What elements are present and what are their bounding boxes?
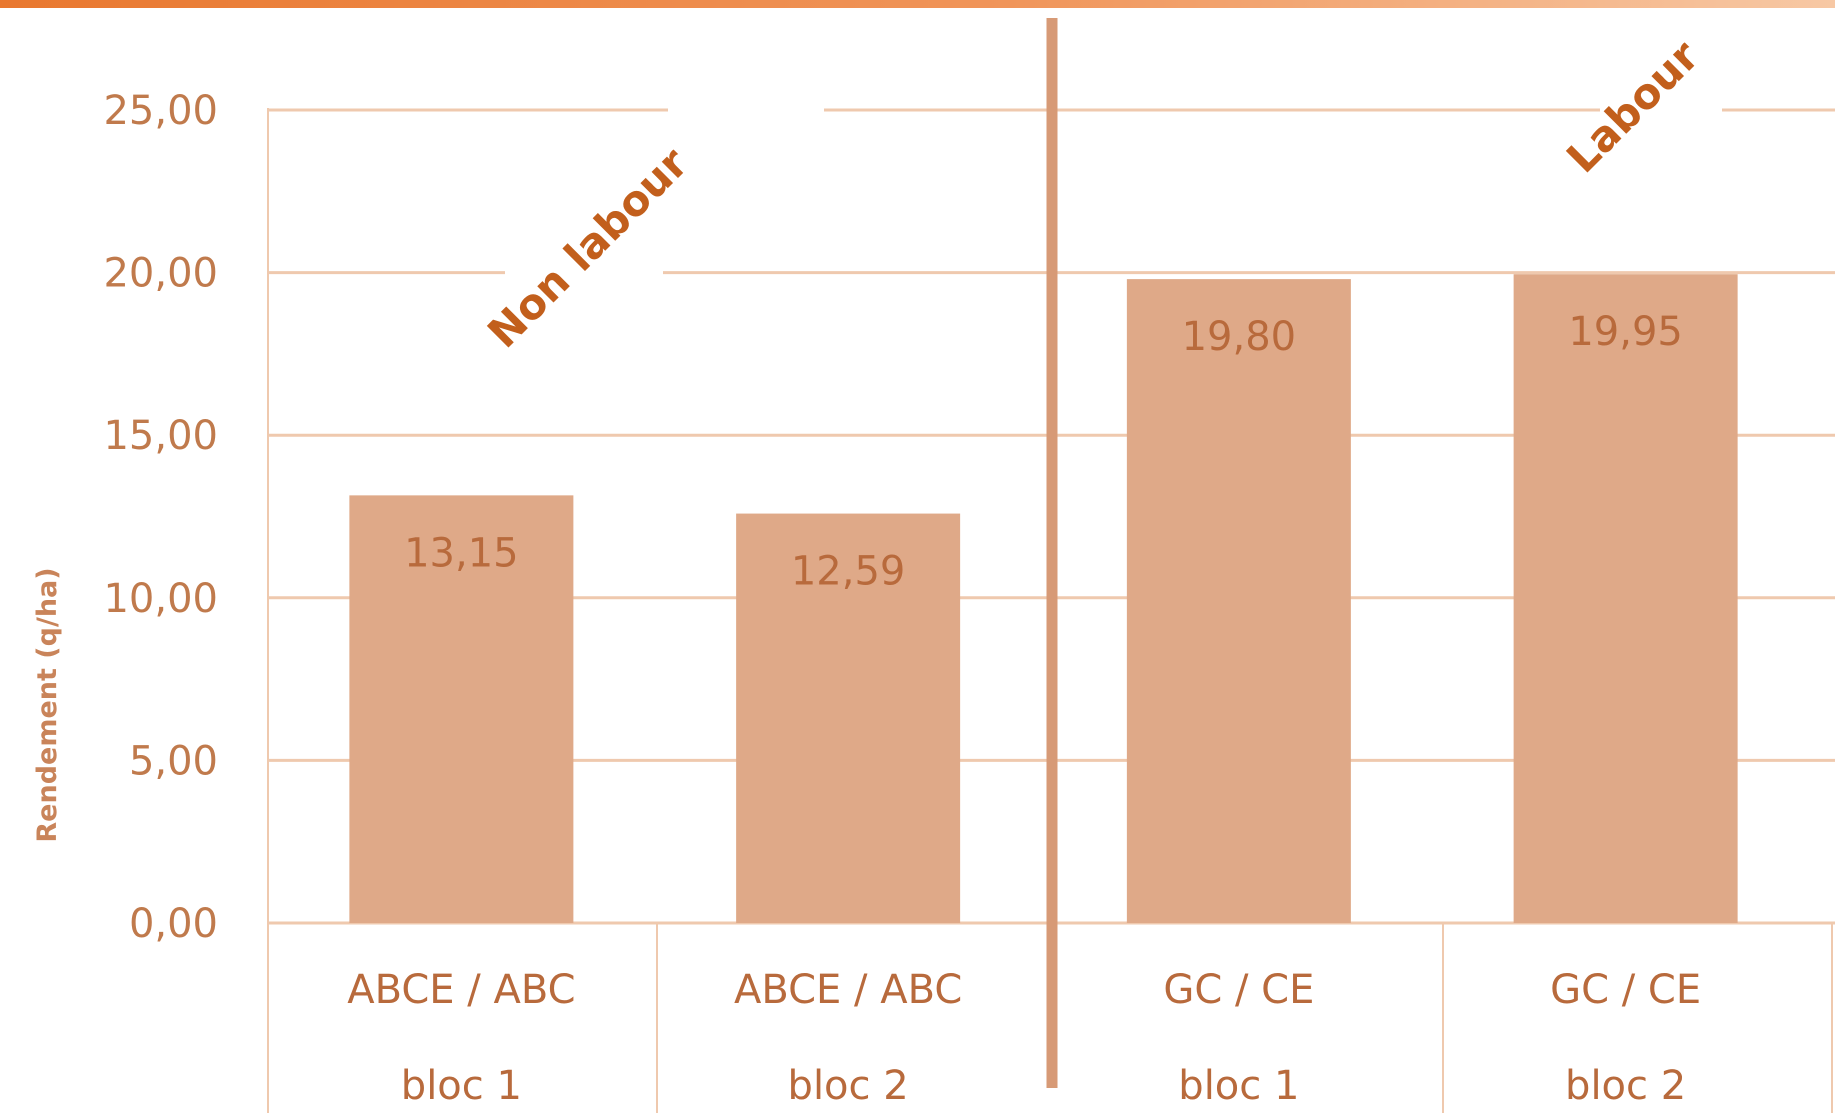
y-axis-title: Rendement (q/ha) xyxy=(32,567,63,842)
bar-value-label: 12,59 xyxy=(791,549,906,595)
y-tick-label: 10,00 xyxy=(103,576,218,622)
bar-layer xyxy=(349,274,1738,923)
x-category-label: GC / CE xyxy=(1163,967,1314,1013)
bar-value-label: 13,15 xyxy=(404,530,519,576)
x-category-label: ABCE / ABC xyxy=(734,967,962,1013)
bar-4 xyxy=(1513,274,1738,923)
grid-gap-mask xyxy=(1600,98,1722,112)
bar-2 xyxy=(736,513,961,923)
axis-layer: 0,00 5,00 10,00 15,00 20,00 25,00 xyxy=(103,18,1833,1113)
y-tick-label: 0,00 xyxy=(129,901,218,947)
grid-gap-mask xyxy=(505,263,663,277)
x-block-label: bloc 1 xyxy=(401,1063,522,1109)
label-layer: Rendement (q/ha) Non labour Labour 13,15… xyxy=(32,31,1708,1109)
bar-value-label: 19,80 xyxy=(1182,314,1297,360)
bar-value-label: 19,95 xyxy=(1568,309,1683,355)
x-category-label: GC / CE xyxy=(1550,967,1701,1013)
y-tick-label: 20,00 xyxy=(103,251,218,297)
y-tick-label: 5,00 xyxy=(129,738,218,784)
y-tick-label: 25,00 xyxy=(103,88,218,134)
group-label-non-labour: Non labour xyxy=(478,138,697,357)
x-block-label: bloc 2 xyxy=(788,1063,909,1109)
x-block-label: bloc 2 xyxy=(1565,1063,1686,1109)
bar-3 xyxy=(1126,279,1351,923)
bar-1 xyxy=(349,495,574,923)
x-block-label: bloc 1 xyxy=(1178,1063,1299,1109)
x-category-label: ABCE / ABC xyxy=(347,967,575,1013)
y-tick-label: 15,00 xyxy=(103,413,218,459)
header-accent-band xyxy=(0,0,1835,8)
grid-gap-mask xyxy=(668,98,824,112)
